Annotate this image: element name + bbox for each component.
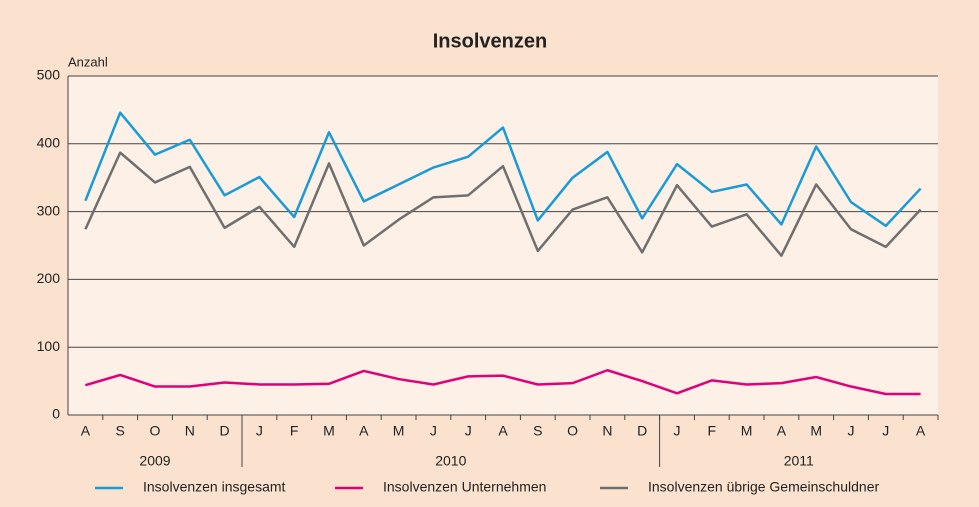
y-tick-label: 100 xyxy=(37,338,61,354)
x-tick-label: F xyxy=(290,423,299,439)
x-tick-label: M xyxy=(323,423,335,439)
series-line xyxy=(84,111,922,228)
y-tick-label: 200 xyxy=(37,270,61,286)
year-label: 2011 xyxy=(784,453,814,469)
x-tick-label: S xyxy=(533,423,542,439)
x-tick-label: A xyxy=(777,423,787,439)
chart-title: Insolvenzen xyxy=(433,30,547,52)
x-tick-label: M xyxy=(810,423,822,439)
x-tick-label: O xyxy=(150,423,161,439)
y-axis-label: Anzahl xyxy=(68,54,108,69)
x-tick-label: J xyxy=(882,423,889,439)
year-label: 2010 xyxy=(435,453,466,469)
x-tick-label: J xyxy=(430,423,437,439)
y-tick-label: 400 xyxy=(37,135,61,151)
x-tick-label: A xyxy=(81,423,91,439)
y-tick-label: 0 xyxy=(52,406,60,422)
plot-area xyxy=(68,76,938,415)
year-label: 2009 xyxy=(139,453,170,469)
y-tick-label: 300 xyxy=(37,202,61,218)
x-tick-label: D xyxy=(637,423,647,439)
x-tick-label: J xyxy=(256,423,263,439)
x-tick-label: J xyxy=(674,423,681,439)
legend-label: Insolvenzen Unternehmen xyxy=(383,479,546,495)
x-tick-label: O xyxy=(567,423,578,439)
series-line xyxy=(85,369,921,396)
x-tick-label: A xyxy=(498,423,508,439)
x-tick-label: S xyxy=(116,423,125,439)
x-tick-label: A xyxy=(359,423,369,439)
legend-label: Insolvenzen insgesamt xyxy=(143,479,286,495)
x-tick-label: J xyxy=(848,423,855,439)
x-tick-label: M xyxy=(741,423,753,439)
x-tick-label: D xyxy=(220,423,230,439)
x-tick-label: N xyxy=(185,423,195,439)
legend-label: Insolvenzen übrige Gemeinschuldner xyxy=(648,479,879,495)
x-tick-label: N xyxy=(602,423,612,439)
x-tick-label: J xyxy=(465,423,472,439)
x-tick-label: M xyxy=(393,423,405,439)
series-line xyxy=(84,151,922,257)
x-tick-label: A xyxy=(916,423,926,439)
x-tick-label: F xyxy=(708,423,717,439)
y-tick-label: 500 xyxy=(37,67,61,83)
